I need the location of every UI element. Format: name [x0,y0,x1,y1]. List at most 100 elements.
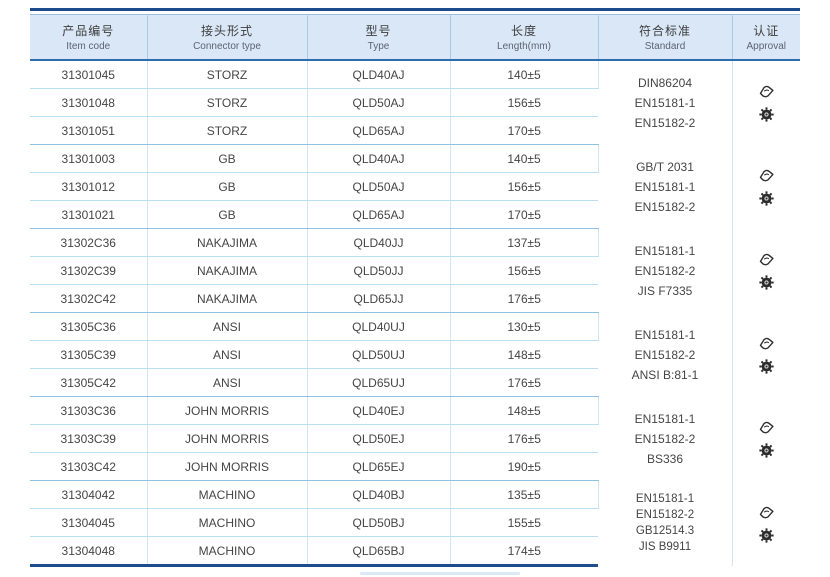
item-code-cell: 31302C39 [30,256,148,285]
item-code-cell: 31303C36 [30,396,148,425]
standards-cell: EN15181-1 EN15182-2 BS336 [598,396,733,481]
item-code-cell: 31305C36 [30,312,148,341]
certificate-stamp-icon [759,506,774,518]
approval-cell [732,145,800,229]
table-row: 31301045 STORZ QLD40AJ 140±5 DIN86204 EN15181… [30,60,800,145]
item-code-cell: 31305C42 [30,368,148,397]
type-cell: QLD40BJ [307,480,451,509]
type-cell: QLD40EJ [307,396,451,425]
length-cell: 190±5 [450,452,598,481]
length-cell: 170±5 [450,116,598,145]
header-length-en: Length(mm) [497,41,551,52]
length-cell: 135±5 [450,480,599,509]
connector-type-cell: MACHINO [147,508,308,537]
item-code-cell: 31301021 [30,200,148,229]
table-row: 31301003 GB QLD40AJ 140±5 GB/T 2031 EN15181-1… [30,144,800,229]
connector-type-cell: ANSI [147,340,308,369]
header-approval: 认证 Approval [732,14,800,61]
standard-line: EN15181-1 [635,493,695,505]
length-cell: 155±5 [450,508,598,537]
standard-line: DIN86204 [637,75,693,90]
connector-type-cell: MACHINO [147,480,308,509]
connector-type-cell: GB [147,144,308,173]
item-code-cell: 31305C39 [30,340,148,369]
type-cell: QLD65AJ [307,200,451,229]
connector-type-cell: JOHN MORRIS [147,452,308,481]
table-row: 31301048 STORZ QLD50AJ 156±5 [30,88,800,117]
length-cell: 156±5 [450,172,598,201]
header-connector-type: 接头形式 Connector type [147,14,308,61]
header-item-code: 产品编号 Item code [30,14,148,61]
length-cell: 174±5 [450,536,598,567]
length-cell: 140±5 [450,144,599,173]
header-standard: 符合标准 Standard [598,14,733,61]
standard-line: EN15181-1 [634,95,696,110]
standard-line: EN15181-1 [634,327,696,342]
type-cell: QLD40AJ [307,144,451,173]
type-cell: QLD65BJ [307,536,451,567]
divider [30,11,800,14]
standard-line: EN15182-2 [634,347,696,362]
approval-cell [732,397,800,481]
table-row: 31303C39 JOHN MORRIS QLD50EJ 176±5 [30,424,800,453]
approval-cell [732,313,800,397]
wheelmark-gear-icon [759,527,774,543]
table-row: 31302C36 NAKAJIMA QLD40JJ 137±5 EN15181-1 EN1… [30,228,800,313]
standards-cell: GB/T 2031 EN15181-1 EN15182-2 [598,144,733,229]
header-length: 长度 Length(mm) [450,14,599,61]
item-code-cell: 31304048 [30,536,148,567]
item-code-cell: 31304045 [30,508,148,537]
header-length-zh: 长度 [510,24,537,38]
standard-line: EN15181-1 [634,411,696,426]
standard-line: EN15182-2 [635,509,695,521]
length-cell: 140±5 [450,60,599,89]
approval-cell [732,229,800,313]
standards-cell: DIN86204 EN15181-1 EN15182-2 [598,60,733,145]
type-cell: QLD40JJ [307,228,451,257]
table-top-rule [30,8,800,11]
connector-type-cell: JOHN MORRIS [147,396,308,425]
header-connector-type-en: Connector type [193,41,261,52]
type-cell: QLD65JJ [307,284,451,313]
header-type: 型号 Type [307,14,451,61]
item-code-cell: 31302C42 [30,284,148,313]
certificate-stamp-icon [759,421,774,434]
standard-line: GB12514.3 [635,525,695,537]
item-code-cell: 31301048 [30,88,148,117]
table-row: 31305C36 ANSI QLD40UJ 130±5 EN15181-1 EN15182… [30,312,800,397]
connector-type-cell: STORZ [147,60,308,89]
wheelmark-gear-icon [759,275,774,290]
standards-cell: EN15181-1 EN15182-2 JIS F7335 [598,228,733,313]
header-item-code-en: Item code [66,41,111,52]
standard-line: JIS B9911 [638,541,692,553]
standard-line: JIS F7335 [637,283,693,298]
standards-cell: EN15181-1 EN15182-2 ANSI B:81-1 [598,312,733,397]
standard-line: EN15181-1 [634,179,696,194]
table-row: 31304045 MACHINO QLD50BJ 155±5 [30,508,800,537]
type-cell: QLD50JJ [307,256,451,285]
type-cell: QLD50AJ [307,88,451,117]
standard-line: GB/T 2031 [636,159,694,174]
standard-line: EN15182-2 [634,263,696,278]
type-cell: QLD65AJ [307,116,451,145]
connector-type-cell: STORZ [147,88,308,117]
connector-type-cell: JOHN MORRIS [147,424,308,453]
length-cell: 130±5 [450,312,599,341]
approval-cell [732,481,800,566]
item-code-cell: 31301051 [30,116,148,145]
standard-line: EN15182-2 [634,199,696,214]
table-row: 31303C36 JOHN MORRIS QLD40EJ 148±5 EN15181-1… [30,396,800,481]
standard-line: EN15182-2 [634,431,696,446]
length-cell: 148±5 [450,396,599,425]
type-cell: QLD65EJ [307,452,451,481]
header-approval-zh: 认证 [753,24,780,38]
length-cell: 176±5 [450,284,598,313]
connector-type-cell: NAKAJIMA [147,228,308,257]
item-code-cell: 31302C36 [30,228,148,257]
type-cell: QLD50EJ [307,424,451,453]
header-standard-zh: 符合标准 [638,24,691,38]
table-row: 31304042 MACHINO QLD40BJ 135±5 EN15181-1 EN15… [30,480,800,566]
length-cell: 156±5 [450,88,598,117]
type-cell: QLD50UJ [307,340,451,369]
approval-cell [732,60,800,145]
